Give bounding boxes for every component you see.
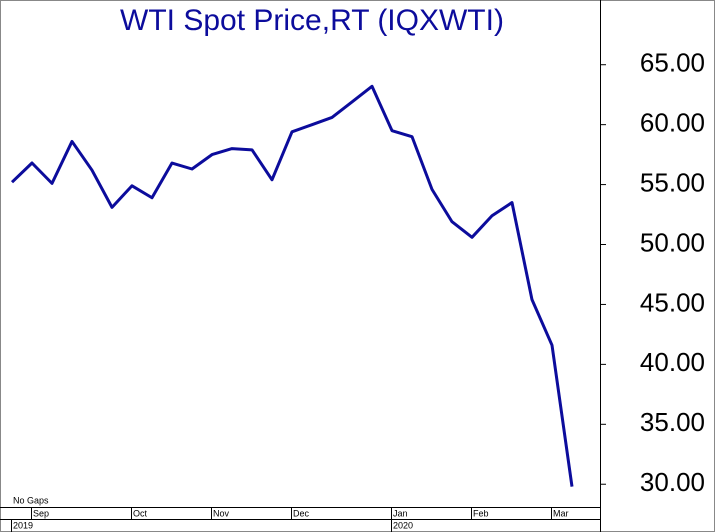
x-tick-label: Mar — [553, 508, 569, 518]
year-label: 2020 — [393, 520, 413, 530]
annotation: No Gaps — [13, 495, 49, 505]
x-tick-label: Oct — [133, 508, 148, 518]
y-tick-label: 55.00 — [640, 167, 705, 197]
price-line — [10, 84, 574, 487]
x-tick-label: Jan — [393, 508, 408, 518]
y-tick-label: 50.00 — [640, 227, 705, 257]
x-tick-label: Dec — [293, 508, 310, 518]
x-tick-label: Sep — [33, 508, 49, 518]
year-label: 2019 — [13, 520, 33, 530]
y-tick-label: 40.00 — [640, 347, 705, 377]
y-tick-label: 30.00 — [640, 467, 705, 497]
chart-title: WTI Spot Price,RT (IQXWTI) — [120, 4, 504, 37]
y-tick-label: 60.00 — [640, 108, 705, 138]
y-tick-label: 35.00 — [640, 407, 705, 437]
y-tick-label: 65.00 — [640, 48, 705, 78]
x-tick-label: Nov — [213, 508, 230, 518]
y-tick-label: 45.00 — [640, 287, 705, 317]
x-tick-label: Feb — [473, 508, 489, 518]
